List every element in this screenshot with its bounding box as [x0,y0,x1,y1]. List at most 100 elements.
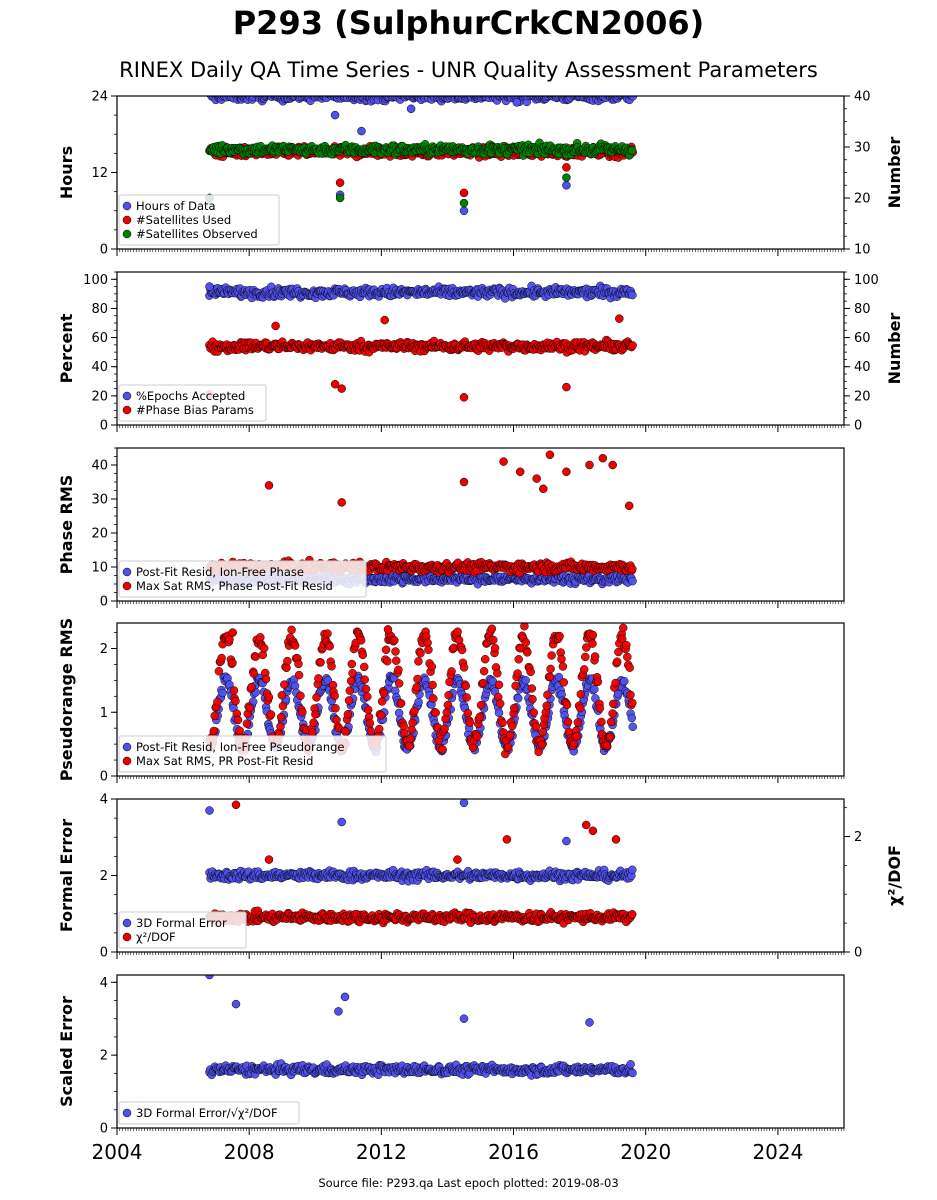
y-tick-label: 10 [91,561,108,576]
data-point [343,710,353,719]
data-point [622,640,631,650]
data-point-outlier [335,193,345,203]
data-point [609,699,618,709]
data-point [347,96,351,97]
figure-title: P293 (SulphurCrkCN2006) [232,4,705,42]
data-point-outlier [459,206,469,216]
data-point [621,87,629,95]
legend-marker [122,567,132,577]
data-point [276,712,286,722]
data-point [461,681,471,691]
data-point [264,692,274,702]
data-point [514,655,523,664]
data-point-outlier [330,110,340,120]
data-point [414,697,423,707]
data-point [447,667,456,676]
data-point [537,740,547,750]
data-point [555,631,564,641]
data-point [325,87,333,95]
data-point [480,654,490,664]
data-point [590,684,599,694]
data-point [558,662,568,671]
data-point [513,694,523,703]
legend-marker [122,201,132,211]
data-point [245,703,254,713]
data-point [628,341,637,350]
data-point [414,657,423,666]
figure-subtitle: RINEX Daily QA Time Series - UNR Quality… [119,58,818,82]
data-point [593,677,603,687]
data-point [527,684,537,693]
data-point [266,710,276,719]
data-point-outlier [228,628,237,637]
data-point-outlier [562,181,571,190]
data-point [365,718,375,728]
data-point-outlier [562,467,571,477]
data-point [231,696,240,706]
data-point [327,662,336,671]
data-point [627,713,637,723]
data-point [345,96,350,97]
data-point [377,697,387,706]
data-point [595,703,605,713]
data-point [588,630,598,640]
data-point [476,700,486,710]
data-point [572,731,582,741]
legend-label: #Satellites Observed [136,227,258,241]
data-point [543,690,552,700]
y-tick-label: 0 [100,419,108,434]
y2-tick-label: 40 [854,90,871,105]
y2-tick-label: 10 [854,243,871,258]
y-tick-label: 100 [83,273,108,288]
legend-label: %Epochs Accepted [136,389,245,403]
data-point [363,692,372,701]
data-point-outlier [562,173,571,182]
y2-tick-label: 100 [854,273,879,288]
data-point [498,718,507,728]
data-point [546,664,555,674]
data-point [545,672,555,682]
data-point [296,691,305,701]
legend: %Epochs Accepted#Phase Bias Params [118,384,267,422]
data-point [438,745,447,754]
y-axis-title: Phase RMS [57,475,76,575]
data-point-outlier [459,477,469,487]
data-point [229,87,237,95]
data-point [623,652,632,662]
data-point [576,689,586,699]
data-point [523,648,532,657]
y-tick-label: 0 [100,243,108,258]
data-point [473,732,482,741]
data-point [213,697,222,707]
data-point [290,641,300,650]
data-point [534,747,543,757]
data-point [276,722,285,731]
data-point [261,674,271,684]
data-point [293,87,301,95]
data-point [278,701,288,711]
series-blue [205,281,637,303]
y-axis-title: Percent [57,313,76,383]
legend-marker [122,391,132,401]
data-point [294,659,303,669]
data-point [576,703,585,713]
y-axis-title: Pseudorange RMS [57,618,76,781]
series-red [204,450,637,578]
data-point [440,724,449,734]
y-tick-label: 60 [91,331,108,346]
y2-tick-label: 80 [854,302,871,317]
data-point [513,669,522,678]
data-point [605,732,615,742]
data-point [314,674,323,683]
data-point [605,96,608,97]
data-point [242,719,252,728]
data-point [381,645,391,655]
legend-label: #Phase Bias Params [136,403,254,417]
data-point-outlier [383,625,393,634]
data-point [330,691,339,701]
data-point [547,651,556,660]
data-point [376,87,384,95]
data-point [383,656,392,666]
